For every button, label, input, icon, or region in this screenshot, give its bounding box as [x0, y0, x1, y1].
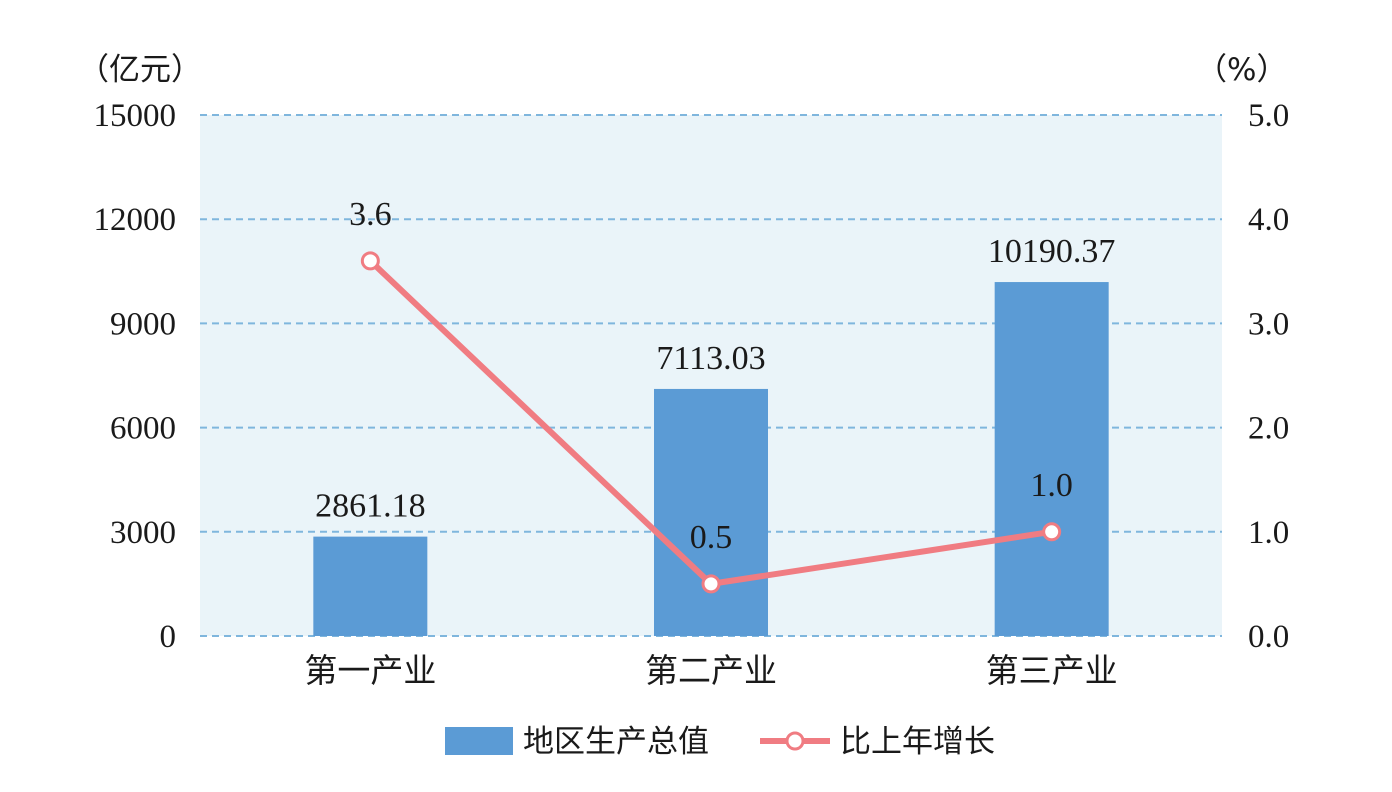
category-label: 第一产业 — [304, 651, 436, 690]
bar-value-labels: 2861.18 7113.03 10190.37 — [315, 233, 1115, 525]
right-tick-label: 5.0 — [1248, 98, 1289, 134]
bar — [994, 282, 1109, 636]
right-axis-ticks: 0.0 1.0 2.0 3.0 4.0 5.0 — [1248, 98, 1289, 655]
legend-line-label: 比上年增长 — [840, 724, 995, 760]
growth-point — [1042, 522, 1062, 542]
legend-bar-label: 地区生产总值 — [523, 724, 709, 760]
bar — [313, 536, 428, 636]
right-tick-label: 2.0 — [1248, 411, 1289, 447]
legend-line-marker — [785, 731, 805, 751]
right-axis-unit: （%） — [1196, 52, 1287, 88]
left-tick-label: 6000 — [110, 411, 176, 447]
legend: 地区生产总值 比上年增长 — [445, 724, 995, 760]
category-label: 第三产业 — [986, 651, 1118, 690]
left-tick-label: 3000 — [110, 515, 176, 551]
left-tick-label: 0 — [160, 619, 177, 655]
left-tick-label: 9000 — [110, 306, 176, 342]
left-tick-label: 12000 — [94, 202, 177, 238]
left-tick-label: 15000 — [94, 98, 177, 134]
growth-point — [360, 251, 380, 271]
growth-point — [701, 574, 721, 594]
line-value-labels: 3.6 0.5 1.0 — [349, 196, 1073, 556]
right-tick-label: 4.0 — [1248, 202, 1289, 238]
right-tick-label: 3.0 — [1248, 306, 1289, 342]
bars — [313, 282, 1109, 636]
left-axis-ticks: 0 3000 6000 9000 12000 15000 — [94, 98, 177, 655]
right-tick-label: 1.0 — [1248, 515, 1289, 551]
line-value-label: 0.5 — [690, 519, 733, 556]
right-tick-label: 0.0 — [1248, 619, 1289, 655]
line-value-label: 3.6 — [349, 196, 392, 233]
legend-bar-swatch — [445, 727, 513, 755]
bar-value-label: 2861.18 — [315, 488, 426, 525]
bar — [654, 388, 768, 636]
left-axis-unit: （亿元） — [78, 52, 202, 88]
bar-value-label: 7113.03 — [656, 340, 765, 377]
bar-value-label: 10190.37 — [988, 233, 1116, 270]
category-labels: 第一产业 第二产业 第三产业 — [304, 651, 1117, 690]
line-value-label: 1.0 — [1030, 467, 1073, 504]
category-label: 第二产业 — [645, 651, 777, 690]
growth-line — [360, 251, 1062, 594]
